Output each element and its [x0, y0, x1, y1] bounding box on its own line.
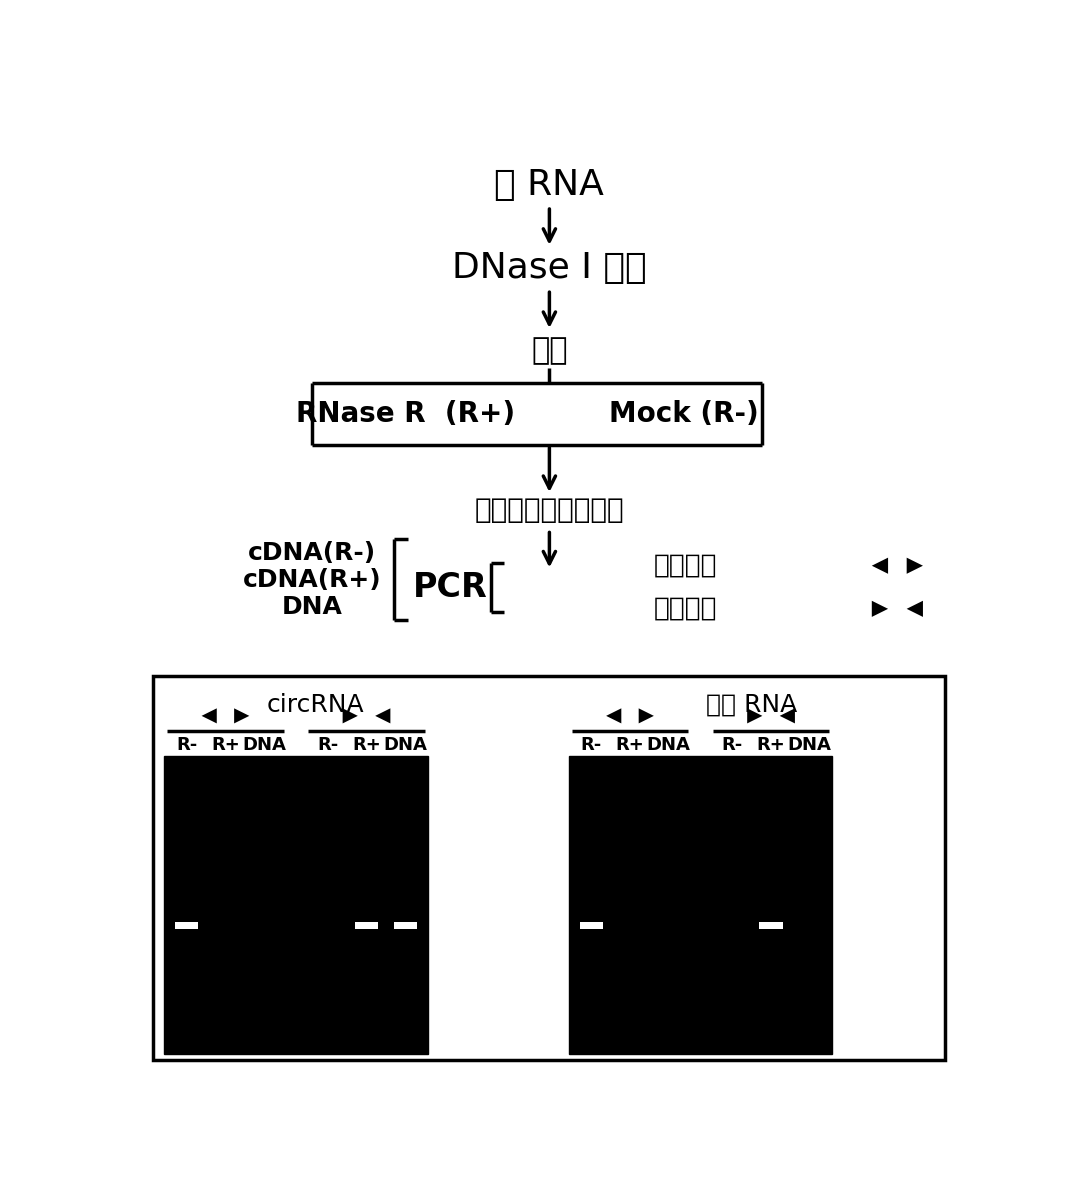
- Polygon shape: [779, 708, 795, 724]
- Text: R+: R+: [615, 736, 644, 754]
- Bar: [569, 756, 832, 1054]
- Polygon shape: [606, 708, 622, 724]
- Text: DNA: DNA: [282, 594, 343, 618]
- Text: 总 RNA: 总 RNA: [494, 168, 605, 201]
- Bar: [759, 922, 783, 928]
- Text: 聚合引物: 聚合引物: [653, 552, 717, 579]
- Text: cDNA(R-): cDNA(R-): [249, 540, 376, 564]
- Bar: [393, 922, 417, 928]
- Polygon shape: [343, 708, 358, 724]
- Text: 离散引物: 离散引物: [653, 595, 717, 622]
- Text: Mock (R-): Mock (R-): [609, 400, 759, 428]
- Polygon shape: [872, 557, 888, 574]
- Text: cDNA(R+): cDNA(R+): [243, 568, 382, 592]
- Bar: [580, 922, 602, 928]
- Text: R+: R+: [211, 736, 240, 754]
- Polygon shape: [375, 708, 390, 724]
- Polygon shape: [907, 600, 923, 617]
- Bar: [164, 756, 428, 1054]
- Text: 反转录（随机引物）: 反转录（随机引物）: [475, 496, 624, 525]
- Polygon shape: [907, 557, 923, 574]
- Text: R-: R-: [721, 736, 743, 754]
- Text: circRNA: circRNA: [267, 692, 364, 716]
- Text: R+: R+: [757, 736, 786, 754]
- Polygon shape: [872, 600, 888, 617]
- Polygon shape: [747, 708, 762, 724]
- Text: R-: R-: [176, 736, 197, 754]
- Bar: [175, 922, 198, 928]
- Polygon shape: [234, 708, 250, 724]
- Text: R-: R-: [581, 736, 601, 754]
- Text: R+: R+: [352, 736, 381, 754]
- Text: RNase R  (R+): RNase R (R+): [296, 400, 515, 428]
- Bar: [153, 676, 946, 1060]
- Text: DNA: DNA: [384, 736, 427, 754]
- Text: DNA: DNA: [646, 736, 690, 754]
- Text: PCR: PCR: [413, 570, 488, 604]
- Text: DNA: DNA: [242, 736, 286, 754]
- Text: 纯化: 纯化: [531, 337, 568, 365]
- Polygon shape: [639, 708, 654, 724]
- Text: 线性 RNA: 线性 RNA: [706, 692, 798, 716]
- Bar: [355, 922, 378, 928]
- Text: R-: R-: [317, 736, 339, 754]
- Text: DNase I 消化: DNase I 消化: [452, 250, 646, 285]
- Text: DNA: DNA: [788, 736, 832, 754]
- Polygon shape: [202, 708, 217, 724]
